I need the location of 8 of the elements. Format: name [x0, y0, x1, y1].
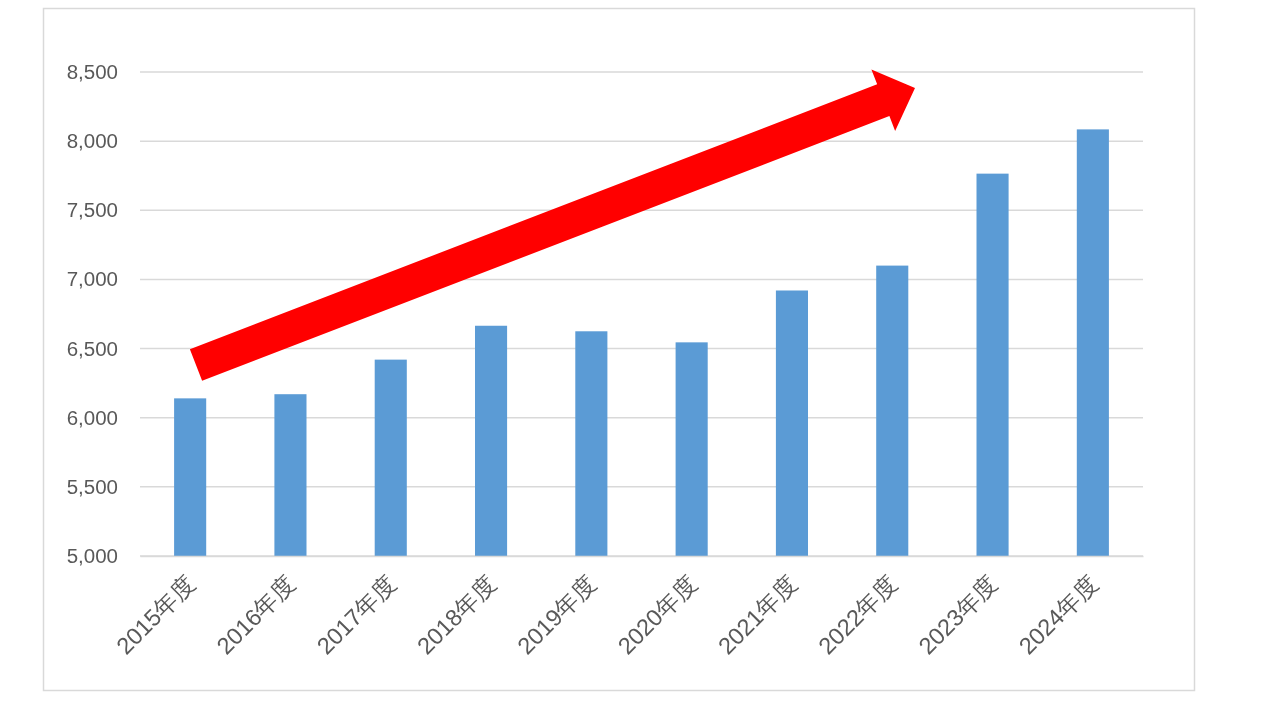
y-tick-label: 8,500 [66, 60, 118, 84]
y-tick-label: 5,500 [66, 474, 118, 498]
y-tick-label: 7,500 [66, 198, 118, 222]
y-tick-label: 5,000 [66, 544, 118, 568]
y-tick-label: 6,500 [66, 336, 118, 360]
y-tick-label: 8,000 [66, 129, 118, 153]
y-tick-label: 6,000 [66, 405, 118, 429]
y-tick-label: 7,000 [66, 267, 118, 291]
